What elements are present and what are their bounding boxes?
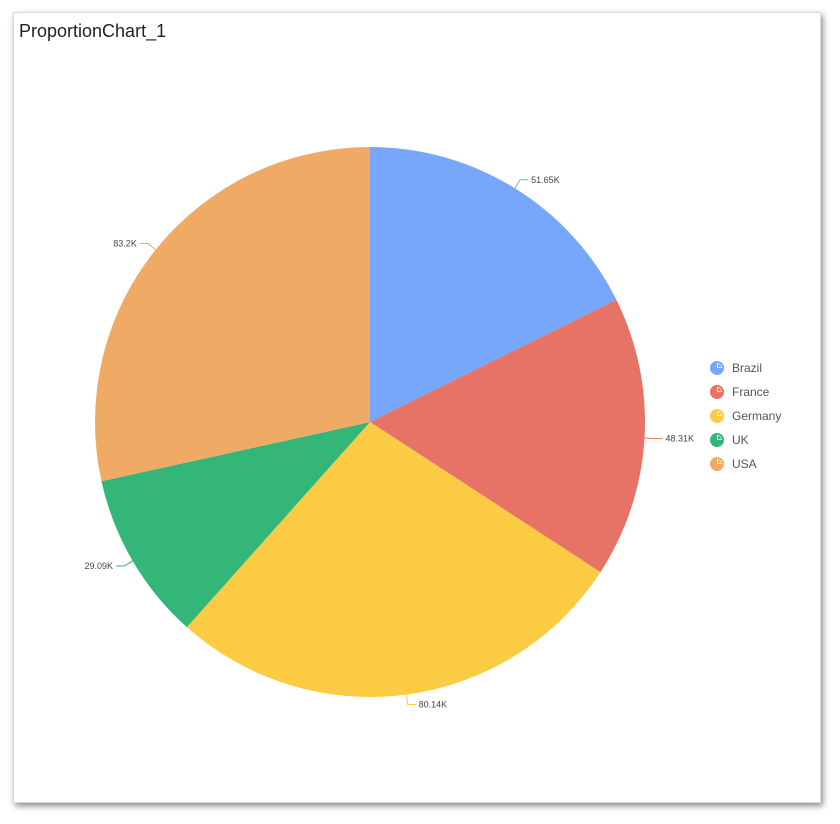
pie-icon (710, 385, 724, 399)
data-label: 83.2K (113, 238, 137, 248)
pie-slice-brazil[interactable] (370, 147, 617, 422)
legend-label: USA (732, 457, 757, 471)
data-label: 48.31K (666, 434, 695, 444)
data-label: 29.09K (85, 561, 114, 571)
pie-icon (710, 409, 724, 423)
pie-icon (710, 433, 724, 447)
pie-slice-usa[interactable] (95, 147, 371, 482)
data-label: 80.14K (419, 700, 448, 710)
leader-line (116, 559, 135, 567)
pie-slice-france[interactable] (370, 299, 646, 573)
pie-slice-uk[interactable] (101, 422, 370, 628)
legend: Brazil France Germany UK USA (710, 356, 781, 476)
data-label: 51.65K (531, 175, 560, 185)
pie-icon (710, 361, 724, 375)
legend-label: UK (732, 433, 749, 447)
legend-item-usa[interactable]: USA (710, 452, 781, 476)
legend-item-germany[interactable]: Germany (710, 404, 781, 428)
legend-item-brazil[interactable]: Brazil (710, 356, 781, 380)
pie-slice-germany[interactable] (186, 422, 601, 698)
pie-icon (710, 457, 724, 471)
legend-label: France (732, 385, 770, 399)
leader-line (642, 437, 663, 440)
legend-item-france[interactable]: France (710, 380, 781, 404)
leader-line (513, 179, 529, 191)
chart-title: ProportionChart_1 (19, 21, 167, 41)
legend-label: Germany (732, 409, 782, 423)
legend-label: Brazil (732, 361, 763, 375)
legend-item-uk[interactable]: UK (710, 428, 781, 452)
leader-line (139, 242, 158, 252)
leader-line (405, 692, 416, 706)
